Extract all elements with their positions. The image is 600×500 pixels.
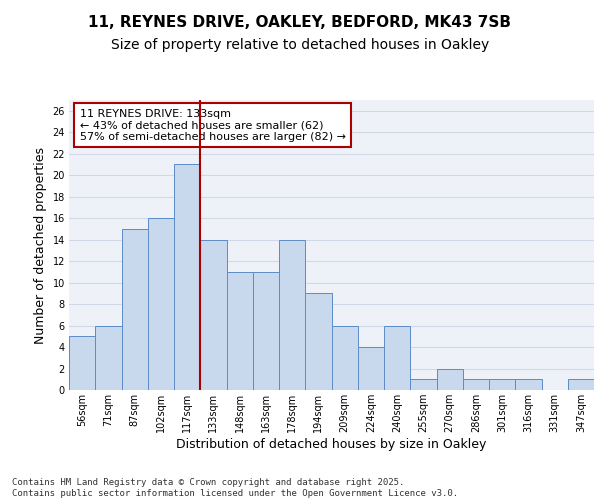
Bar [437, 368, 463, 390]
Bar [227, 272, 253, 390]
Text: Contains HM Land Registry data © Crown copyright and database right 2025.
Contai: Contains HM Land Registry data © Crown c… [12, 478, 458, 498]
Text: Size of property relative to detached houses in Oakley: Size of property relative to detached ho… [111, 38, 489, 52]
Bar [121, 229, 148, 390]
Bar [515, 380, 542, 390]
Y-axis label: Number of detached properties: Number of detached properties [34, 146, 47, 344]
Bar [95, 326, 121, 390]
Text: 11, REYNES DRIVE, OAKLEY, BEDFORD, MK43 7SB: 11, REYNES DRIVE, OAKLEY, BEDFORD, MK43 … [89, 15, 511, 30]
Bar [358, 347, 384, 390]
Bar [384, 326, 410, 390]
Bar [463, 380, 489, 390]
Bar [148, 218, 174, 390]
Bar [253, 272, 279, 390]
Bar [331, 326, 358, 390]
Bar [279, 240, 305, 390]
Bar [305, 294, 331, 390]
Bar [200, 240, 227, 390]
Bar [489, 380, 515, 390]
X-axis label: Distribution of detached houses by size in Oakley: Distribution of detached houses by size … [176, 438, 487, 451]
Bar [69, 336, 95, 390]
Bar [568, 380, 594, 390]
Text: 11 REYNES DRIVE: 133sqm
← 43% of detached houses are smaller (62)
57% of semi-de: 11 REYNES DRIVE: 133sqm ← 43% of detache… [79, 108, 346, 142]
Bar [174, 164, 200, 390]
Bar [410, 380, 437, 390]
